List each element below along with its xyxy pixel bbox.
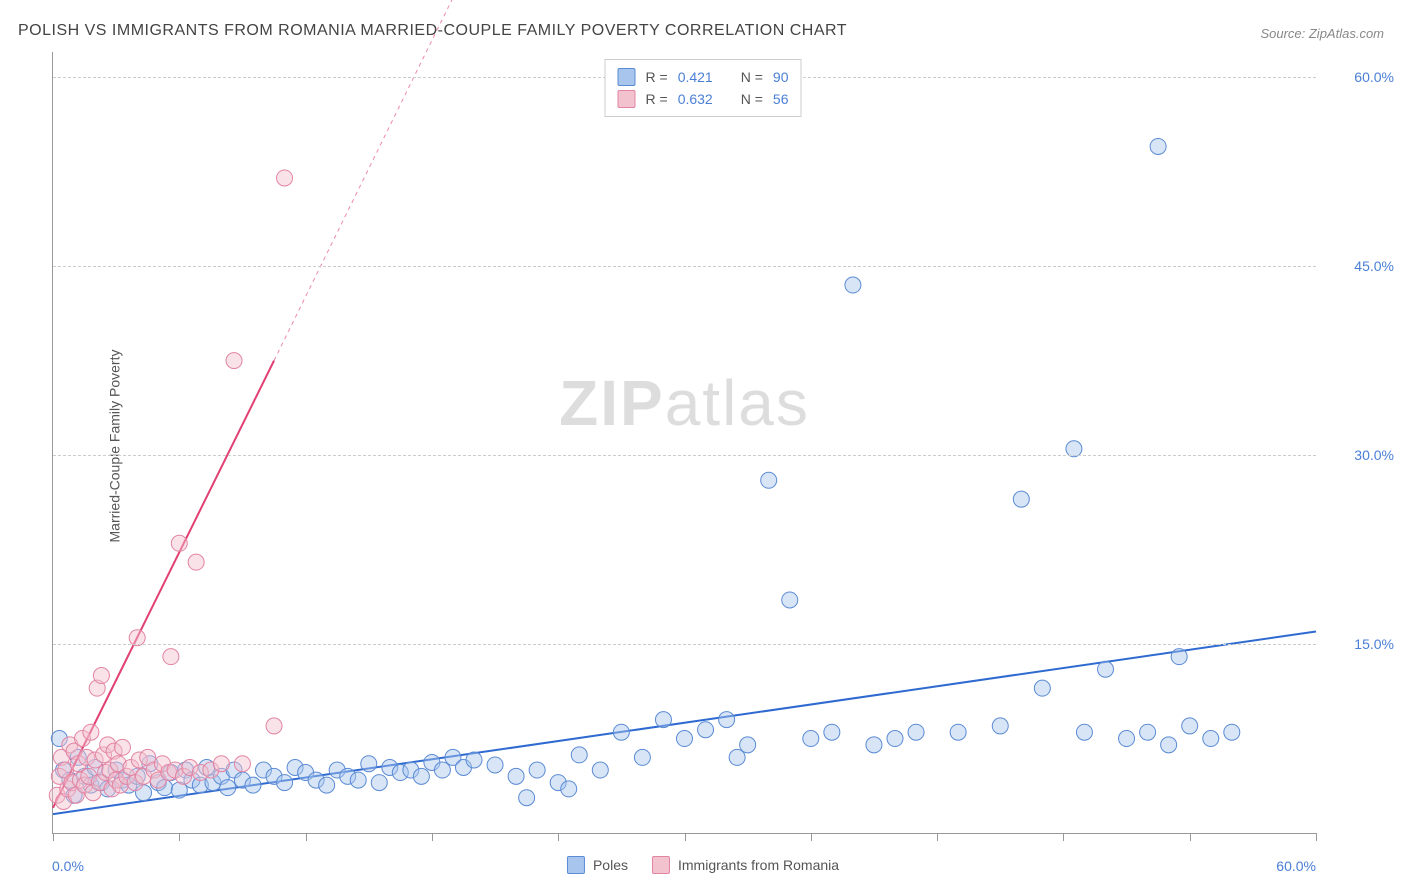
data-point xyxy=(571,747,587,763)
legend: Poles Immigrants from Romania xyxy=(567,856,839,874)
data-point xyxy=(1224,724,1240,740)
legend-item-romania: Immigrants from Romania xyxy=(652,856,839,874)
data-point xyxy=(613,724,629,740)
data-point xyxy=(213,756,229,772)
stats-r-label-romania: R = xyxy=(646,91,668,107)
chart-title: POLISH VS IMMIGRANTS FROM ROMANIA MARRIE… xyxy=(18,22,847,40)
stats-n-label-poles: N = xyxy=(741,69,763,85)
data-point xyxy=(434,762,450,778)
y-tick-label: 15.0% xyxy=(1324,636,1394,652)
data-point xyxy=(1203,731,1219,747)
x-axis-start-label: 0.0% xyxy=(52,858,84,874)
data-point xyxy=(1161,737,1177,753)
data-point xyxy=(592,762,608,778)
legend-item-poles: Poles xyxy=(567,856,628,874)
data-point xyxy=(1098,661,1114,677)
data-point xyxy=(114,739,130,755)
y-tick-label: 30.0% xyxy=(1324,447,1394,463)
data-point xyxy=(171,535,187,551)
data-point xyxy=(782,592,798,608)
data-point xyxy=(277,170,293,186)
data-point xyxy=(466,752,482,768)
scatter-svg xyxy=(53,52,1316,833)
data-point xyxy=(1150,138,1166,154)
data-point xyxy=(245,777,261,793)
data-point xyxy=(761,472,777,488)
plot-area: ZIPatlas 15.0%30.0%45.0%60.0% xyxy=(52,52,1316,834)
data-point xyxy=(740,737,756,753)
data-point xyxy=(234,756,250,772)
x-axis-end-label: 60.0% xyxy=(1276,858,1316,874)
stats-row-romania: R = 0.632 N = 56 xyxy=(618,88,789,110)
stats-r-value-romania: 0.632 xyxy=(678,91,713,107)
stats-n-value-poles: 90 xyxy=(773,69,789,85)
legend-label-poles: Poles xyxy=(593,857,628,873)
stats-swatch-poles xyxy=(618,68,636,86)
data-point xyxy=(634,749,650,765)
stats-row-poles: R = 0.421 N = 90 xyxy=(618,66,789,88)
correlation-chart: POLISH VS IMMIGRANTS FROM ROMANIA MARRIE… xyxy=(0,0,1406,892)
stats-swatch-romania xyxy=(618,90,636,108)
data-point xyxy=(992,718,1008,734)
correlation-stats-box: R = 0.421 N = 90 R = 0.632 N = 56 xyxy=(605,59,802,117)
data-point xyxy=(719,712,735,728)
data-point xyxy=(413,768,429,784)
data-point xyxy=(508,768,524,784)
data-point xyxy=(677,731,693,747)
y-tick-label: 45.0% xyxy=(1324,258,1394,274)
stats-n-value-romania: 56 xyxy=(773,91,789,107)
data-point xyxy=(519,790,535,806)
data-point xyxy=(266,718,282,734)
data-point xyxy=(1182,718,1198,734)
data-point xyxy=(220,780,236,796)
data-point xyxy=(803,731,819,747)
data-point xyxy=(83,724,99,740)
data-point xyxy=(1034,680,1050,696)
data-point xyxy=(655,712,671,728)
stats-r-label-poles: R = xyxy=(646,69,668,85)
data-point xyxy=(188,554,204,570)
legend-swatch-poles xyxy=(567,856,585,874)
data-point xyxy=(1140,724,1156,740)
data-point xyxy=(361,756,377,772)
data-point xyxy=(561,781,577,797)
data-point xyxy=(1013,491,1029,507)
data-point xyxy=(371,775,387,791)
data-point xyxy=(887,731,903,747)
data-point xyxy=(226,353,242,369)
data-point xyxy=(319,777,335,793)
data-point xyxy=(698,722,714,738)
source-attribution: Source: ZipAtlas.com xyxy=(1260,26,1384,41)
data-point xyxy=(824,724,840,740)
data-point xyxy=(866,737,882,753)
data-point xyxy=(1076,724,1092,740)
data-point xyxy=(1119,731,1135,747)
data-point xyxy=(487,757,503,773)
stats-r-value-poles: 0.421 xyxy=(678,69,713,85)
legend-label-romania: Immigrants from Romania xyxy=(678,857,839,873)
data-point xyxy=(1171,649,1187,665)
data-point xyxy=(529,762,545,778)
data-point xyxy=(729,749,745,765)
y-tick-label: 60.0% xyxy=(1324,69,1394,85)
data-point xyxy=(350,772,366,788)
data-point xyxy=(908,724,924,740)
stats-n-label-romania: N = xyxy=(741,91,763,107)
data-point xyxy=(163,649,179,665)
data-point xyxy=(845,277,861,293)
data-point xyxy=(277,775,293,791)
legend-swatch-romania xyxy=(652,856,670,874)
data-point xyxy=(950,724,966,740)
data-point xyxy=(93,668,109,684)
